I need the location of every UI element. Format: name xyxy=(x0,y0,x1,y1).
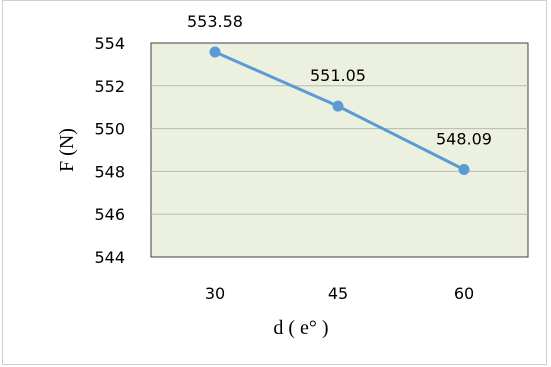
x-tick-label: 45 xyxy=(328,284,348,303)
series-layer xyxy=(209,46,470,175)
plot-area xyxy=(150,42,529,258)
x-tick-labels: 30 45 60 xyxy=(205,284,474,303)
data-label: 551.05 xyxy=(310,66,366,85)
data-labels: 553.58 551.05 548.09 xyxy=(187,12,492,148)
data-label: 553.58 xyxy=(187,12,243,31)
line-chart: 544 546 548 550 552 554 30 45 60 553.58 551.05 54… xyxy=(56,12,529,339)
data-label: 548.09 xyxy=(436,129,492,148)
y-tick-label: 544 xyxy=(94,248,125,267)
y-tick-label: 552 xyxy=(94,77,125,96)
y-tick-label: 554 xyxy=(94,34,125,53)
data-point xyxy=(209,46,221,58)
y-tick-label: 546 xyxy=(94,205,125,224)
data-point xyxy=(332,100,344,112)
x-axis-title: d ( e° ) xyxy=(273,317,328,339)
y-tick-label: 548 xyxy=(94,162,125,181)
data-point xyxy=(458,163,470,175)
x-tick-label: 30 xyxy=(205,284,225,303)
y-tick-label: 550 xyxy=(94,120,125,139)
y-tick-labels: 544 546 548 550 552 554 xyxy=(94,34,125,267)
x-tick-label: 60 xyxy=(454,284,474,303)
y-axis-title: F (N) xyxy=(56,128,78,172)
